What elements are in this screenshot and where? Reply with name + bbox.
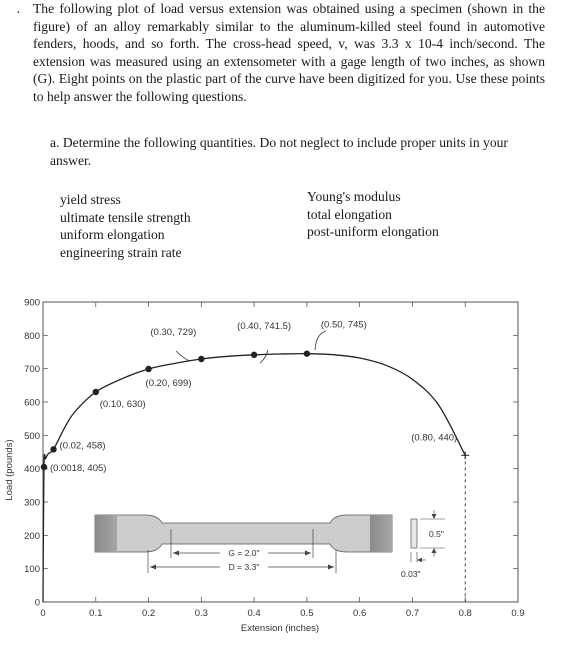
quantity-item: post-uniform elongation: [307, 224, 439, 240]
gage-length-label: G = 2.0": [228, 548, 259, 558]
y-tick-label: 600: [24, 398, 40, 409]
x-tick-label: 0.4: [248, 608, 261, 619]
question-part-a: a. Determine the following quantities. D…: [50, 134, 542, 169]
x-tick-label: 0: [40, 608, 45, 619]
data-point: [303, 350, 311, 357]
y-axis-ticks: 0 100 200 300 400 500 600 700 800 900: [24, 298, 518, 609]
x-tick-label: 0.2: [142, 608, 155, 619]
quantity-item: total elongation: [307, 206, 392, 222]
y-tick-label: 300: [24, 498, 40, 509]
problem-statement: The following plot of load versus extens…: [33, 0, 545, 106]
data-point-label: (0.40, 741.5): [237, 321, 291, 332]
x-tick-label: 0.9: [511, 608, 524, 619]
data-point-label: (0.50, 745): [321, 320, 367, 331]
part-a-text: Determine the following quantities. Do n…: [50, 135, 508, 168]
data-point: [145, 365, 152, 373]
leader-line: [175, 350, 191, 362]
data-point-label: (0.80, 440): [411, 432, 457, 443]
data-point-label: (0.0018, 405): [50, 463, 107, 474]
y-tick-label: 200: [24, 531, 40, 542]
specimen-cross-section: [410, 518, 418, 549]
x-tick-label: 0.3: [195, 608, 208, 619]
data-point: [198, 355, 205, 363]
problem-text: The following plot of load versus extens…: [33, 1, 545, 104]
data-point-label: (0.02, 458): [60, 440, 106, 451]
load-extension-curve: [42, 352, 466, 603]
data-point: [250, 351, 258, 359]
quantity-item: ultimate tensile strength: [60, 209, 191, 225]
leader-line: [259, 349, 269, 364]
quantity-item: yield stress: [60, 192, 121, 207]
y-axis-label: Load (pounds): [4, 439, 15, 500]
plot-frame: [42, 301, 519, 603]
x-tick-label: 0.5: [300, 608, 313, 619]
x-axis-ticks: 0 0.1 0.2 0.3 0.4 0.5 0.6 0.7 0.8 0.9: [40, 302, 525, 619]
y-tick-label: 700: [24, 364, 40, 375]
data-point: [50, 446, 57, 453]
specimen-grip-right: [370, 515, 392, 552]
quantity-item: uniform elongation: [60, 227, 165, 243]
data-point-label: (0.10, 630): [100, 399, 146, 410]
leader-line: [314, 330, 327, 351]
bullet-marker: ·: [16, 6, 21, 21]
data-point: [40, 463, 48, 471]
digitized-points: (0.0018, 405) (0.02, 458) (0.10, 630)(0.20…: [40, 320, 470, 474]
specimen-body: [94, 514, 393, 553]
specimen-grip-left: [95, 515, 117, 552]
quantities-left-list: yield stress ultimate tensile strength u…: [60, 191, 191, 261]
x-tick-label: 0.1: [89, 608, 102, 619]
quantity-item: Young's modulus: [307, 189, 401, 204]
data-point-label: (0.30, 729): [150, 327, 196, 338]
y-tick-label: 400: [24, 464, 40, 475]
load-extension-plot: 0 0.1 0.2 0.3 0.4 0.5 0.6 0.7 0.8 0.9 0 100 200 300 4…: [0, 290, 576, 643]
y-tick-label: 100: [24, 564, 40, 575]
quantities-right-list: Young's modulus total elongation post-un…: [307, 188, 439, 241]
width-label: 0.5": [429, 529, 444, 539]
x-tick-label: 0.8: [459, 608, 472, 619]
distance-label: D = 3.3": [229, 562, 260, 572]
x-tick-label: 0.6: [353, 608, 366, 619]
data-point: [92, 388, 99, 396]
y-tick-label: 900: [24, 298, 40, 309]
data-point-label: (0.20, 699): [146, 378, 192, 389]
y-tick-label: 0: [35, 598, 40, 609]
y-tick-label: 800: [24, 331, 40, 342]
quantity-item: engineering strain rate: [60, 244, 182, 260]
x-tick-label: 0.7: [406, 608, 419, 619]
specimen-diagram: G = 2.0" D = 3.3" 0.5" 0.03": [94, 510, 445, 579]
thickness-label: 0.03": [401, 569, 421, 579]
part-a-label: a.: [50, 135, 60, 150]
chart-svg: 0 0.1 0.2 0.3 0.4 0.5 0.6 0.7 0.8 0.9 0 100 200 300 4…: [4, 298, 525, 635]
x-axis-label: Extension (inches): [241, 623, 319, 634]
y-tick-label: 500: [24, 431, 40, 442]
